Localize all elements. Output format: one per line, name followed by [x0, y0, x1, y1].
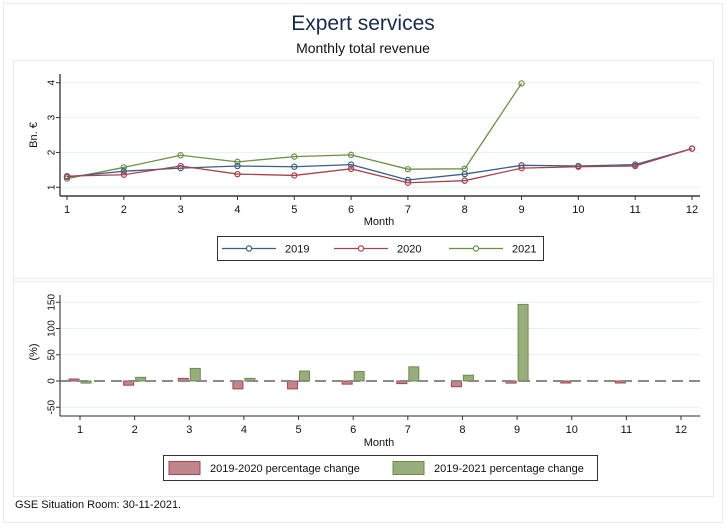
series-marker-2021: [234, 158, 241, 166]
chart-subtitle: Monthly total revenue: [296, 40, 430, 56]
series-marker-2020: [63, 172, 71, 180]
lower-x-tick-label: 12: [675, 424, 687, 436]
upper-x-tick-label: 2: [121, 204, 127, 216]
series-marker-2021: [404, 165, 412, 173]
series-marker-2020: [404, 179, 412, 186]
series-marker-2020: [177, 162, 184, 170]
lower-x-tick-label: 1: [77, 424, 83, 436]
series-line-2020: [66, 147, 693, 184]
bar-2019-2021: [353, 371, 365, 382]
upper-x-tick-label: 4: [234, 204, 240, 216]
lower-y-tick-label: 0: [47, 378, 58, 384]
series-marker-2021: [518, 80, 525, 87]
bar-2019-2020: [341, 380, 353, 385]
upper-x-tick-label: 7: [405, 204, 411, 216]
lower-y-axis-label: (%): [28, 343, 40, 360]
legend-label-2020: 2020: [397, 244, 421, 256]
series-marker-2020: [461, 177, 468, 184]
series-marker-2019: [347, 161, 355, 168]
lower-x-tick-label: 6: [350, 424, 356, 436]
lower-x-tick-label: 9: [514, 424, 520, 436]
series-marker-2021: [347, 151, 355, 159]
lower-x-tick-label: 11: [621, 424, 632, 436]
series-marker-2021: [177, 152, 184, 159]
series-marker-2020: [234, 170, 241, 178]
series-marker-2019: [234, 162, 241, 170]
chart-title: Expert services: [291, 12, 435, 35]
upper-x-tick-label: 10: [572, 204, 584, 216]
lower-x-tick-label: 4: [241, 424, 247, 436]
series-marker-2019: [120, 168, 128, 175]
lower-y-tick-label: -50: [47, 400, 58, 415]
series-marker-2020: [291, 172, 298, 179]
lower-gridlines: [60, 301, 700, 408]
upper-x-tick-label: 6: [348, 204, 354, 216]
upper-x-tick-label: 1: [64, 204, 70, 216]
series-line-2021: [66, 83, 523, 180]
upper-x-tick-label: 5: [291, 204, 297, 216]
upper-y-tick-label: 1: [47, 184, 58, 190]
lower-y-tick-label: 50: [47, 349, 58, 361]
series-marker-2020: [120, 171, 128, 178]
lower-legend: 2019-2020 percentage change 2019-2021 per…: [163, 455, 598, 481]
bar-2019-2021: [299, 370, 311, 382]
legend-marker-2021: [472, 245, 480, 252]
upper-x-tick-label: 8: [462, 204, 468, 216]
series-marker-2020: [575, 163, 582, 170]
upper-gridlines: [60, 82, 700, 188]
legend-marker-2019: [245, 245, 253, 252]
bar-2019-2021: [408, 366, 420, 382]
bar-2019-2021: [517, 303, 529, 382]
series-marker-2020: [518, 164, 525, 172]
lower-legend-box: [163, 455, 598, 481]
upper-y-axis-label: Bn. €: [28, 122, 40, 148]
upper-x-axis-label: Month: [364, 216, 395, 228]
series-marker-2019: [461, 170, 468, 178]
upper-series: [63, 80, 696, 186]
upper-x-tick-label: 3: [178, 204, 184, 216]
lower-x-tick-label: 3: [186, 424, 192, 436]
footer-note: GSE Situation Room: 30-11-2021.: [15, 499, 182, 511]
series-marker-2020: [631, 162, 639, 170]
lower-x-tick-label: 2: [132, 424, 138, 436]
legend-label-2021: 2021: [512, 244, 536, 256]
lower-x-axis-label: Month: [364, 437, 395, 449]
upper-legend: 2019 2020 2021: [217, 236, 544, 261]
legend-swatch-2019-2021: [392, 461, 425, 475]
lower-x-tick-label: 8: [459, 424, 465, 436]
lower-x-tick-label: 7: [405, 424, 411, 436]
bar-2019-2020: [232, 380, 244, 390]
series-marker-2021: [291, 153, 298, 160]
lower-x-tick-label: 5: [295, 424, 301, 436]
upper-x-tick-label: 9: [518, 204, 524, 216]
series-marker-2021: [120, 164, 128, 171]
upper-x-tick-label: 12: [686, 204, 698, 216]
legend-label-2019-2020: 2019-2020 percentage change: [210, 463, 360, 475]
upper-y-tick-label: 3: [47, 114, 58, 120]
series-marker-2020: [688, 145, 696, 152]
legend-label-2019: 2019: [285, 244, 309, 256]
legend-swatch-2019-2020: [168, 461, 201, 475]
series-line-2019: [66, 147, 693, 181]
upper-y-tick-label: 4: [47, 79, 58, 85]
bar-2019-2020: [287, 380, 299, 390]
bar-2019-2021: [189, 367, 201, 382]
lower-y-tick-label: 100: [47, 320, 58, 337]
upper-y-tick-label: 2: [47, 149, 58, 155]
upper-x-tick-label: 11: [629, 204, 640, 216]
legend-label-2019-2021: 2019-2021 percentage change: [434, 463, 584, 475]
lower-y-tick-label: 150: [47, 294, 58, 311]
lower-x-tick-label: 10: [566, 424, 578, 436]
legend-marker-2020: [357, 245, 365, 252]
bar-2019-2021: [135, 376, 147, 382]
series-marker-2020: [347, 165, 355, 173]
lower-bars: [68, 303, 626, 390]
series-marker-2019: [291, 163, 298, 170]
